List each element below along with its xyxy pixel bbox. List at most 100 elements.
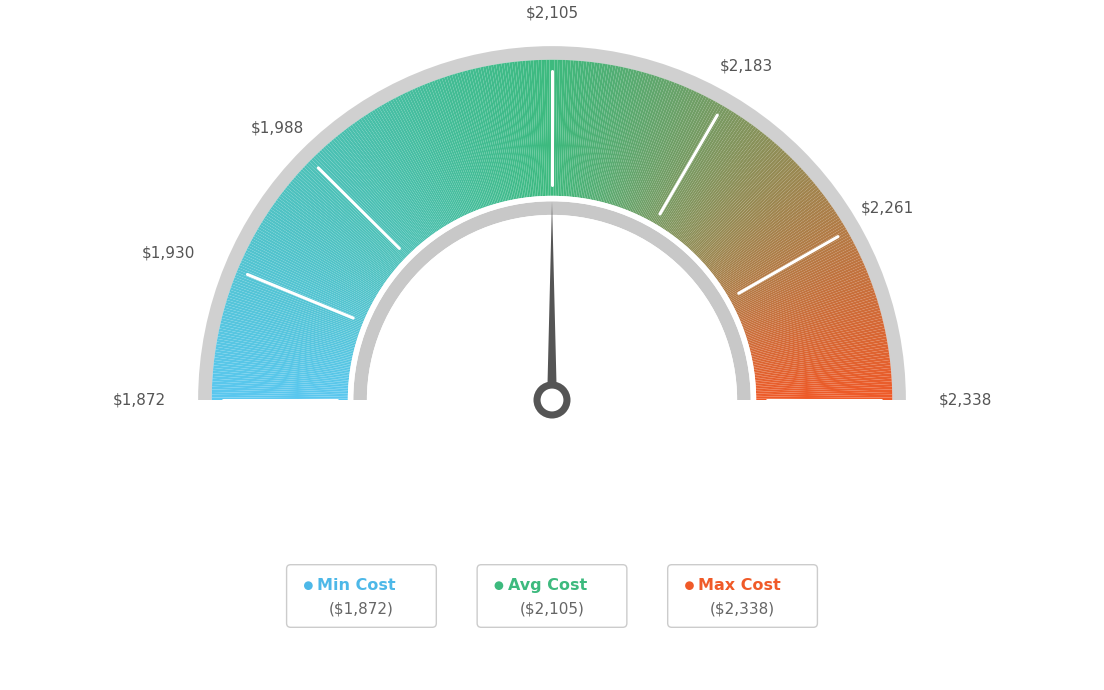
- Wedge shape: [711, 187, 819, 274]
- Wedge shape: [735, 250, 859, 312]
- Wedge shape: [235, 273, 363, 325]
- Wedge shape: [630, 86, 684, 212]
- Wedge shape: [753, 339, 888, 365]
- Wedge shape: [746, 295, 877, 338]
- Wedge shape: [541, 60, 548, 196]
- Wedge shape: [533, 60, 542, 196]
- Wedge shape: [631, 87, 687, 213]
- Wedge shape: [756, 384, 892, 392]
- Wedge shape: [571, 61, 586, 197]
- Wedge shape: [744, 285, 873, 333]
- Wedge shape: [402, 93, 464, 217]
- Wedge shape: [550, 60, 552, 196]
- Wedge shape: [361, 117, 438, 231]
- Wedge shape: [742, 277, 870, 328]
- Wedge shape: [588, 66, 616, 199]
- Wedge shape: [294, 177, 397, 268]
- Wedge shape: [749, 308, 880, 346]
- Wedge shape: [213, 371, 349, 384]
- Wedge shape: [295, 175, 399, 266]
- Wedge shape: [569, 61, 582, 197]
- Wedge shape: [741, 270, 868, 324]
- Wedge shape: [480, 67, 510, 200]
- Wedge shape: [560, 60, 569, 196]
- Wedge shape: [518, 61, 533, 197]
- Wedge shape: [699, 164, 798, 259]
- Wedge shape: [570, 61, 584, 197]
- Wedge shape: [213, 365, 349, 381]
- Wedge shape: [376, 107, 448, 225]
- Wedge shape: [385, 102, 454, 222]
- Wedge shape: [215, 347, 350, 370]
- Wedge shape: [297, 173, 400, 265]
- Wedge shape: [259, 224, 378, 296]
- Wedge shape: [285, 187, 393, 274]
- Wedge shape: [644, 96, 707, 218]
- Wedge shape: [496, 64, 520, 199]
- Wedge shape: [214, 360, 349, 377]
- Wedge shape: [348, 126, 431, 237]
- Wedge shape: [726, 224, 845, 296]
- Wedge shape: [709, 181, 814, 270]
- Wedge shape: [565, 61, 576, 197]
- Wedge shape: [755, 365, 891, 381]
- Wedge shape: [649, 101, 715, 221]
- Wedge shape: [522, 61, 535, 197]
- Text: $2,261: $2,261: [861, 201, 914, 216]
- Wedge shape: [724, 217, 841, 292]
- Wedge shape: [457, 72, 497, 204]
- Wedge shape: [252, 239, 372, 304]
- Text: $2,183: $2,183: [720, 58, 773, 73]
- Wedge shape: [405, 92, 465, 216]
- Wedge shape: [343, 130, 428, 239]
- Wedge shape: [553, 60, 558, 196]
- Wedge shape: [389, 101, 455, 221]
- Wedge shape: [316, 154, 411, 253]
- Wedge shape: [680, 135, 767, 242]
- Wedge shape: [331, 139, 421, 245]
- Wedge shape: [751, 326, 884, 357]
- Wedge shape: [641, 95, 704, 217]
- Wedge shape: [488, 66, 516, 199]
- Wedge shape: [250, 241, 372, 306]
- Wedge shape: [277, 198, 388, 280]
- Circle shape: [304, 581, 312, 590]
- Wedge shape: [346, 128, 429, 238]
- Wedge shape: [215, 349, 350, 371]
- Wedge shape: [595, 68, 626, 201]
- Wedge shape: [577, 62, 597, 197]
- Wedge shape: [470, 69, 505, 202]
- Wedge shape: [753, 336, 887, 364]
- Wedge shape: [350, 125, 432, 236]
- Wedge shape: [224, 305, 355, 344]
- Wedge shape: [290, 181, 395, 270]
- Wedge shape: [709, 183, 816, 271]
- Wedge shape: [486, 66, 513, 200]
- Bar: [171, 400, 933, 690]
- Wedge shape: [581, 63, 603, 198]
- Wedge shape: [720, 206, 834, 285]
- Wedge shape: [668, 120, 747, 233]
- Wedge shape: [755, 360, 890, 377]
- Wedge shape: [304, 165, 404, 260]
- Wedge shape: [368, 112, 443, 228]
- Wedge shape: [226, 297, 358, 340]
- Wedge shape: [217, 336, 351, 364]
- Wedge shape: [718, 202, 830, 283]
- Wedge shape: [232, 282, 361, 331]
- Wedge shape: [612, 75, 655, 206]
- Wedge shape: [365, 114, 442, 229]
- Wedge shape: [756, 397, 892, 400]
- Wedge shape: [576, 62, 595, 197]
- Wedge shape: [742, 275, 869, 326]
- Wedge shape: [751, 323, 884, 355]
- Wedge shape: [756, 395, 892, 398]
- Wedge shape: [754, 347, 889, 370]
- Text: Min Cost: Min Cost: [317, 578, 395, 593]
- Wedge shape: [751, 321, 883, 354]
- Wedge shape: [353, 201, 751, 400]
- Wedge shape: [286, 185, 394, 273]
- Wedge shape: [596, 68, 629, 201]
- Wedge shape: [648, 99, 713, 220]
- Wedge shape: [309, 159, 407, 257]
